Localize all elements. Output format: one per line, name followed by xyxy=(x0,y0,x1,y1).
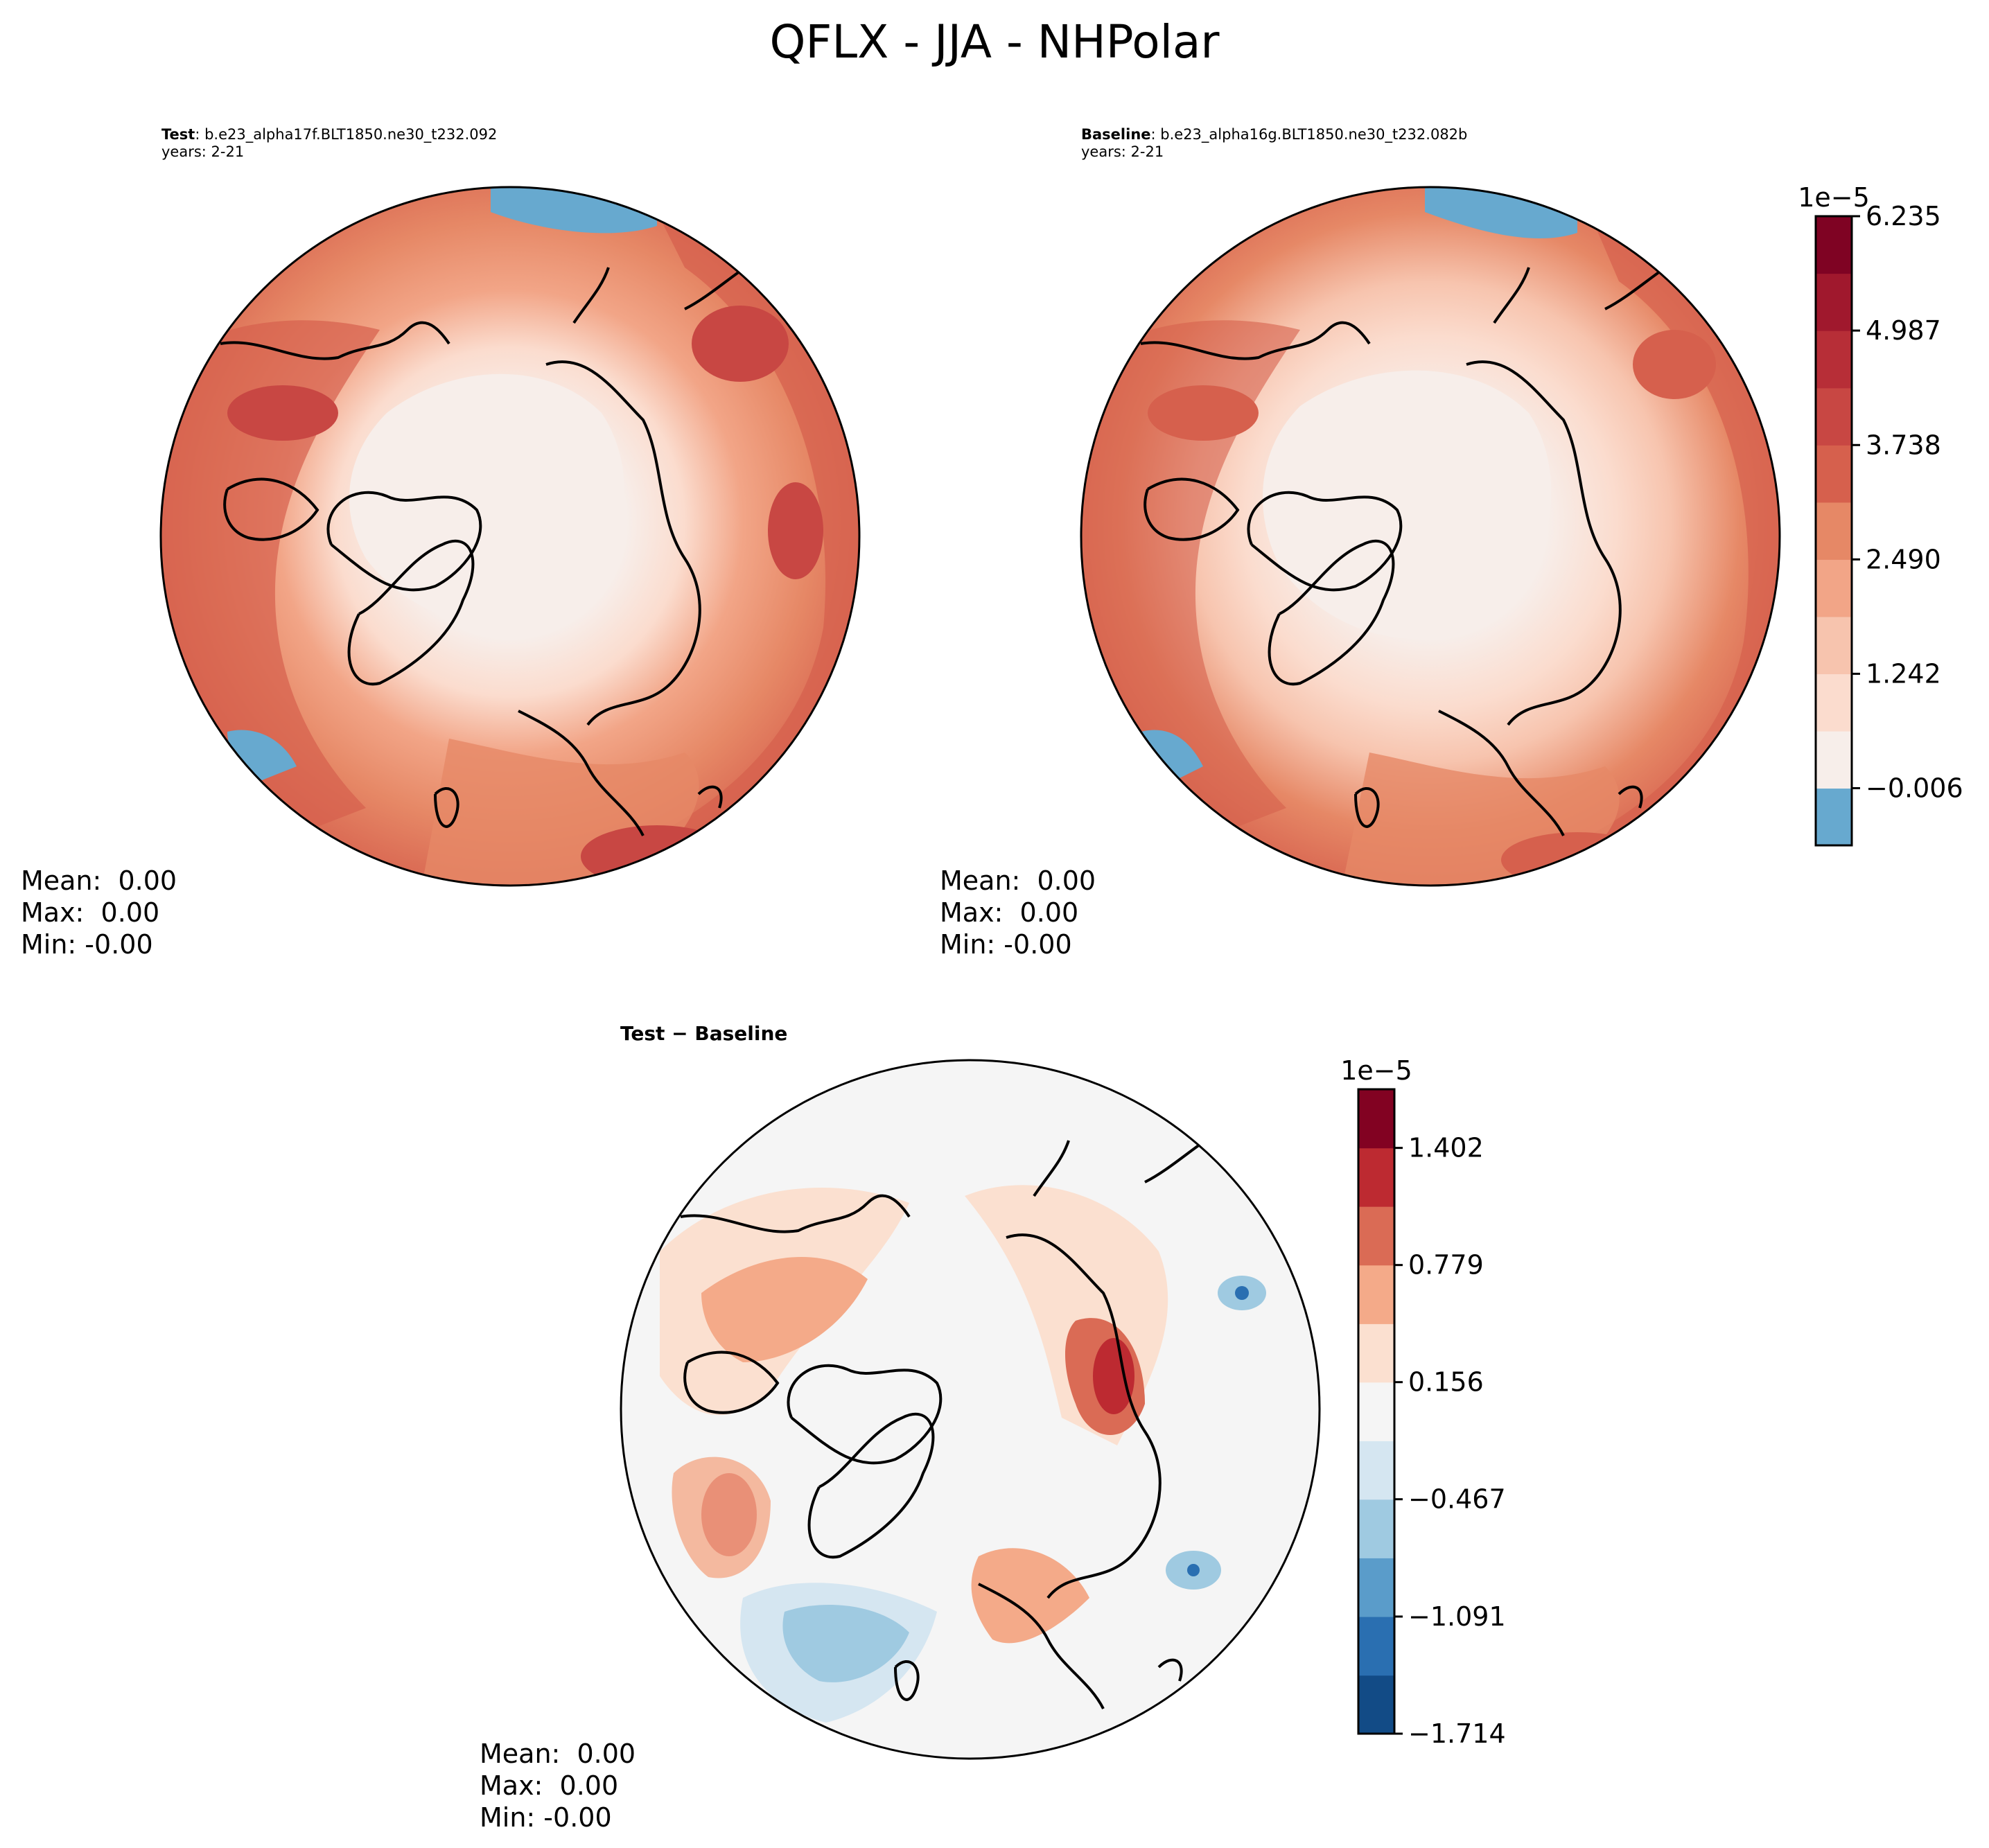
diff-colorbar-segment-3 xyxy=(1358,1499,1394,1558)
diff-map-border xyxy=(620,1059,1321,1760)
diff-panel-title: Test − Baseline xyxy=(620,1022,788,1045)
test-stat-min: Min: -0.00 xyxy=(21,929,153,960)
diff-field-negative-atlantic-core xyxy=(782,1605,909,1682)
diff-colorbar-frame xyxy=(1357,1088,1396,1735)
main-colorbar-segment-0 xyxy=(1816,788,1852,846)
diff-colorbar-tick-label-2: −0.467 xyxy=(1408,1484,1506,1515)
diff-colorbar-segment-1 xyxy=(1358,1616,1394,1676)
diff-field-negative-spot-2 xyxy=(1187,1564,1200,1576)
diff-colorbar-exponent-label: 1e−5 xyxy=(1340,1055,1412,1086)
main-colorbar-segment-2 xyxy=(1816,674,1852,732)
diff-field-positive-europe xyxy=(971,1548,1089,1644)
main-colorbar-segment-5 xyxy=(1816,502,1852,560)
diff-stat-mean: Mean: 0.00 xyxy=(480,1739,636,1769)
main-colorbar-segment-6 xyxy=(1816,445,1852,503)
main-colorbar-tick-label-5: 6.235 xyxy=(1866,201,1941,231)
test-field-high-patch-4 xyxy=(768,482,823,579)
main-colorbar-segment-8 xyxy=(1816,331,1852,389)
baseline-stat-max: Max: 0.00 xyxy=(940,897,1079,928)
baseline-polar-map xyxy=(1080,186,1781,887)
diff-stats: Mean: 0.00 Max: 0.00 Min: -0.00 xyxy=(480,1738,636,1833)
main-colorbar-tick-label-2: 2.490 xyxy=(1866,544,1941,574)
test-field-negative-atlantic xyxy=(227,730,297,780)
baseline-panel-title: Baseline: b.e23_alpha16g.BLT1850.ne30_t2… xyxy=(1081,126,1467,161)
main-colorbar-segment-4 xyxy=(1816,559,1852,617)
baseline-stat-min: Min: -0.00 xyxy=(940,929,1072,960)
baseline-field-negative-atlantic xyxy=(1141,730,1203,780)
diff-colorbar-tick-label-5: 1.402 xyxy=(1408,1133,1484,1163)
diff-coastlines xyxy=(680,1125,1229,1709)
diff-colorbar-segment-2 xyxy=(1358,1558,1394,1617)
test-field-europe-band xyxy=(421,739,699,886)
baseline-stats: Mean: 0.00 Max: 0.00 Min: -0.00 xyxy=(940,865,1096,960)
diff-field-negative-spot-1 xyxy=(1235,1286,1249,1300)
test-stat-max: Max: 0.00 xyxy=(21,897,160,928)
diff-field-max-siberia xyxy=(1093,1338,1134,1414)
diff-colorbar: −1.714 −1.091 −0.467 0.156 0.779 1.402 1e−5 xyxy=(1340,1055,1506,1749)
diff-field-positive-canada-south xyxy=(672,1457,771,1578)
baseline-field-high-patch-3 xyxy=(1501,832,1654,886)
main-colorbar-tick-label-1: 1.242 xyxy=(1866,658,1941,689)
diff-colorbar-segment-9 xyxy=(1358,1147,1394,1207)
main-colorbar-exponent-label: 1e−5 xyxy=(1798,182,1870,213)
main-colorbar-tick-label-4: 4.987 xyxy=(1866,315,1941,346)
diff-colorbar-segment-5 xyxy=(1358,1382,1394,1441)
diff-polar-map xyxy=(620,1059,1321,1760)
diff-colorbar-segment-6 xyxy=(1358,1323,1394,1383)
diff-stat-max: Max: 0.00 xyxy=(480,1770,619,1801)
baseline-case-name: : b.e23_alpha16g.BLT1850.ne30_t232.082b xyxy=(1150,126,1468,143)
test-polar-map xyxy=(159,186,861,887)
main-colorbar-segment-3 xyxy=(1816,616,1852,674)
baseline-field-high-patch-1 xyxy=(1633,330,1716,399)
diff-colorbar-segment-4 xyxy=(1358,1441,1394,1500)
baseline-stat-mean: Mean: 0.00 xyxy=(940,865,1096,896)
baseline-field-arctic-low xyxy=(1263,370,1552,639)
diff-colorbar-tick-label-4: 0.779 xyxy=(1408,1250,1484,1281)
diff-field-positive-canada xyxy=(701,1256,868,1362)
diff-colorbar-segment-0 xyxy=(1358,1675,1394,1734)
main-colorbar-tick-label-3: 3.738 xyxy=(1866,430,1941,460)
test-case-name: : b.e23_alpha17f.BLT1850.ne30_t232.092 xyxy=(195,126,498,143)
test-field-high-patch-1 xyxy=(692,306,789,382)
baseline-years: years: 2-21 xyxy=(1081,143,1164,160)
test-stat-mean: Mean: 0.00 xyxy=(21,865,177,896)
test-stats: Mean: 0.00 Max: 0.00 Min: -0.00 xyxy=(21,865,177,960)
diff-stat-min: Min: -0.00 xyxy=(480,1802,612,1833)
main-colorbar-segment-1 xyxy=(1816,730,1852,789)
test-coastlines xyxy=(220,252,769,836)
diff-colorbar-tick-label-3: 0.156 xyxy=(1408,1367,1484,1398)
test-field-high-patch-3 xyxy=(581,825,733,886)
main-colorbar-segment-9 xyxy=(1816,273,1852,331)
test-panel-title: Test: b.e23_alpha17f.BLT1850.ne30_t232.0… xyxy=(161,126,497,161)
diff-colorbar-tick-label-1: −1.091 xyxy=(1408,1601,1506,1632)
test-field-eurasia-band xyxy=(588,187,859,886)
main-colorbar-frame xyxy=(1814,215,1853,847)
diff-colorbar-segment-8 xyxy=(1358,1206,1394,1266)
test-field-high-patch-2 xyxy=(227,385,338,441)
baseline-map-border xyxy=(1080,186,1781,887)
baseline-label: Baseline xyxy=(1081,126,1151,143)
test-field-arctic-low xyxy=(349,373,624,625)
main-colorbar-segment-7 xyxy=(1816,387,1852,446)
diff-colorbar-segment-7 xyxy=(1358,1265,1394,1324)
main-colorbar-segment-10 xyxy=(1816,216,1852,274)
test-years: years: 2-21 xyxy=(161,143,245,160)
test-label: Test xyxy=(161,126,195,143)
diff-colorbar-tick-label-0: −1.714 xyxy=(1408,1718,1506,1749)
test-map-border xyxy=(159,186,861,887)
main-colorbar-tick-label-0: −0.006 xyxy=(1866,773,1963,803)
figure-title: QFLX - JJA - NHPolar xyxy=(769,15,1220,69)
baseline-field-high-patch-2 xyxy=(1148,385,1259,441)
diff-colorbar-segment-10 xyxy=(1358,1089,1394,1149)
